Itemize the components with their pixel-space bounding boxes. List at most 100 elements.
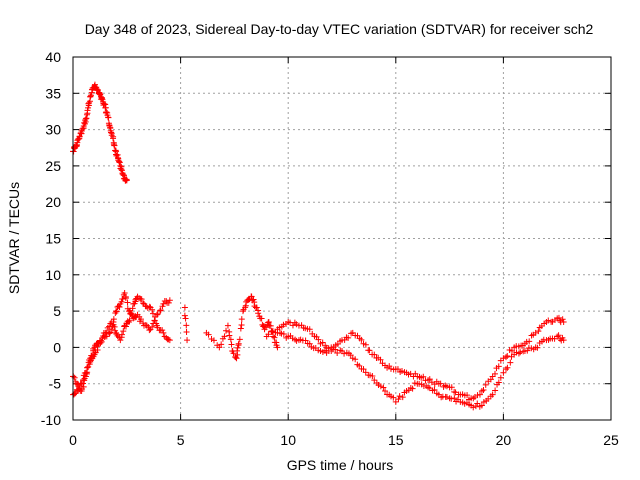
interpolated-point bbox=[105, 114, 112, 121]
interpolated-point bbox=[83, 115, 90, 122]
interpolated-point bbox=[113, 308, 120, 315]
interpolated-point bbox=[238, 316, 245, 323]
data-point bbox=[181, 304, 188, 311]
interpolated-point bbox=[390, 394, 397, 401]
interpolated-point bbox=[470, 404, 477, 411]
data-point bbox=[560, 318, 567, 325]
data-point bbox=[500, 369, 507, 376]
interpolated-point bbox=[87, 93, 94, 100]
x-tick-label: 5 bbox=[177, 432, 185, 448]
interpolated-point bbox=[97, 337, 104, 344]
interpolated-point bbox=[431, 386, 438, 393]
data-point bbox=[360, 366, 367, 373]
interpolated-point bbox=[165, 336, 172, 343]
interpolated-point bbox=[80, 376, 87, 383]
interpolated-point bbox=[236, 336, 243, 343]
interpolated-point bbox=[426, 376, 433, 383]
interpolated-point bbox=[205, 331, 212, 338]
interpolated-point bbox=[103, 329, 110, 336]
interpolated-point bbox=[497, 374, 504, 381]
interpolated-point bbox=[146, 303, 153, 310]
interpolated-point bbox=[356, 362, 363, 369]
interpolated-point bbox=[118, 331, 125, 338]
interpolated-point bbox=[181, 312, 188, 319]
interpolated-point bbox=[399, 394, 406, 401]
interpolated-point bbox=[183, 322, 190, 329]
interpolated-point bbox=[183, 328, 190, 335]
interpolated-point bbox=[398, 367, 405, 374]
interpolated-point bbox=[495, 363, 502, 370]
series-3 bbox=[181, 293, 281, 362]
interpolated-point bbox=[116, 159, 123, 166]
data-point bbox=[87, 358, 94, 365]
data-point bbox=[82, 373, 89, 380]
interpolated-point bbox=[396, 393, 403, 400]
data-point bbox=[113, 308, 120, 315]
data-point bbox=[121, 289, 128, 296]
series-1 bbox=[70, 289, 173, 398]
chart-title: Day 348 of 2023, Sidereal Day-to-day VTE… bbox=[85, 21, 594, 37]
interpolated-point bbox=[75, 381, 82, 388]
data-point bbox=[117, 337, 124, 344]
interpolated-point bbox=[416, 380, 423, 387]
interpolated-point bbox=[347, 352, 354, 359]
x-tick-label: 25 bbox=[603, 432, 619, 448]
interpolated-point bbox=[116, 158, 123, 165]
interpolated-point bbox=[352, 356, 359, 363]
interpolated-point bbox=[293, 321, 300, 328]
interpolated-point bbox=[80, 383, 87, 390]
x-tick-label: 20 bbox=[496, 432, 512, 448]
series-5 bbox=[274, 329, 567, 411]
interpolated-point bbox=[255, 310, 262, 317]
data-point bbox=[160, 300, 167, 307]
interpolated-point bbox=[79, 126, 86, 132]
interpolated-point bbox=[128, 310, 135, 317]
interpolated-point bbox=[126, 317, 133, 324]
interpolated-point bbox=[150, 310, 157, 317]
interpolated-point bbox=[100, 333, 107, 340]
interpolated-point bbox=[362, 369, 369, 376]
interpolated-point bbox=[146, 327, 153, 334]
grid-lines bbox=[73, 57, 611, 420]
interpolated-point bbox=[395, 396, 402, 403]
data-point bbox=[371, 351, 378, 358]
interpolated-point bbox=[504, 353, 511, 360]
interpolated-point bbox=[108, 132, 115, 139]
interpolated-point bbox=[84, 369, 91, 376]
data-point bbox=[274, 344, 281, 351]
interpolated-point bbox=[165, 299, 172, 306]
data-points bbox=[70, 81, 567, 411]
interpolated-point bbox=[95, 90, 102, 97]
interpolated-point bbox=[292, 336, 299, 343]
interpolated-point bbox=[124, 299, 131, 306]
interpolated-point bbox=[226, 332, 233, 339]
interpolated-point bbox=[559, 316, 566, 323]
interpolated-point bbox=[227, 336, 234, 343]
interpolated-point bbox=[492, 387, 499, 394]
interpolated-point bbox=[276, 324, 283, 331]
series-4 bbox=[263, 314, 567, 403]
interpolated-point bbox=[94, 346, 101, 353]
series-0 bbox=[70, 81, 130, 184]
interpolated-point bbox=[108, 129, 115, 136]
interpolated-point bbox=[132, 296, 139, 303]
interpolated-point bbox=[182, 315, 189, 322]
y-tick-label: 15 bbox=[45, 231, 61, 247]
interpolated-point bbox=[485, 395, 492, 402]
interpolated-point bbox=[377, 383, 384, 390]
interpolated-point bbox=[358, 336, 365, 343]
y-tick-label: 40 bbox=[45, 49, 61, 65]
interpolated-point bbox=[443, 383, 450, 390]
interpolated-point bbox=[136, 295, 143, 302]
interpolated-point bbox=[265, 331, 272, 338]
interpolated-point bbox=[228, 341, 235, 348]
interpolated-point bbox=[451, 388, 458, 395]
data-point bbox=[166, 297, 173, 304]
y-tick-label: 10 bbox=[45, 267, 61, 283]
interpolated-point bbox=[118, 167, 125, 174]
interpolated-point bbox=[103, 109, 110, 116]
data-point bbox=[306, 340, 313, 347]
interpolated-point bbox=[119, 295, 126, 302]
y-tick-label: 0 bbox=[53, 339, 61, 355]
interpolated-point bbox=[111, 142, 118, 149]
